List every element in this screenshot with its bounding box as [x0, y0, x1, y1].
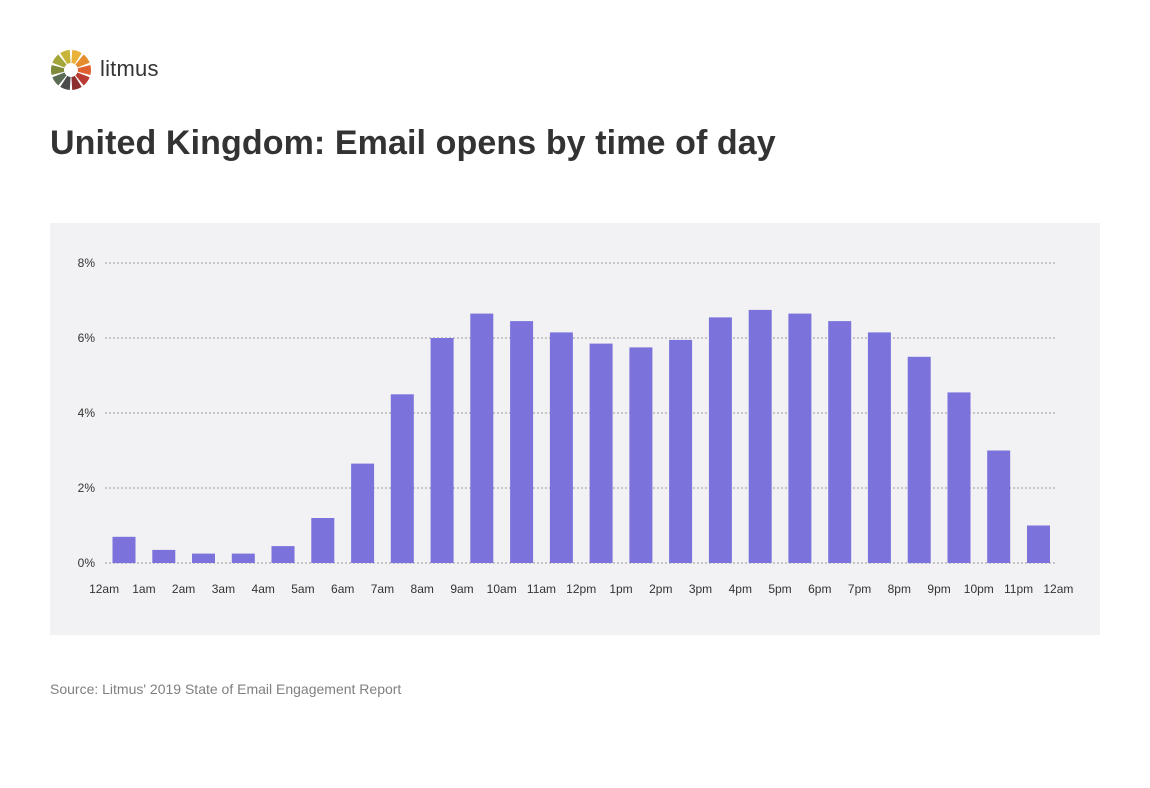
- page-title: United Kingdom: Email opens by time of d…: [50, 124, 776, 162]
- source-note: Source: Litmus' 2019 State of Email Enga…: [50, 681, 402, 697]
- logo-segment: [75, 72, 90, 86]
- logo-segment: [60, 75, 71, 90]
- y-tick-label: 6%: [78, 331, 96, 345]
- x-tick-label: 7am: [371, 582, 394, 596]
- logo-segment: [60, 50, 71, 65]
- bar-11pm: [1027, 525, 1050, 563]
- x-tick-label: 3am: [212, 582, 235, 596]
- bar-2am: [192, 553, 215, 563]
- bar-8am: [430, 338, 454, 563]
- y-tick-label: 0%: [78, 556, 96, 570]
- x-tick-label: 9am: [450, 582, 473, 596]
- litmus-logo: litmus: [50, 49, 190, 91]
- bar-9am: [470, 313, 494, 563]
- x-tick-label: 8pm: [888, 582, 911, 596]
- x-tick-label: 5pm: [768, 582, 791, 596]
- x-tick-label: 2am: [172, 582, 195, 596]
- logo-segment: [71, 50, 82, 65]
- x-tick-label: 2pm: [649, 582, 672, 596]
- chart-panel: 0% 2% 4% 6% 8% 12am 1am 2am 3am 4am 5am 6am 7am 8am 9a…: [50, 223, 1100, 635]
- x-tick-label: 3pm: [689, 582, 712, 596]
- x-tick-label: 10pm: [964, 582, 994, 596]
- x-tick-label: 12am: [89, 582, 119, 596]
- x-tick-label: 1pm: [609, 582, 632, 596]
- bar-10am: [510, 321, 534, 563]
- logo-segment: [52, 72, 67, 86]
- bar-12am: [112, 536, 136, 564]
- bar-2pm: [669, 339, 693, 563]
- bar-7pm: [867, 332, 891, 563]
- bar-7am: [390, 394, 414, 564]
- bar-3am: [231, 553, 255, 563]
- x-tick-label: 1am: [132, 582, 155, 596]
- bar-11am: [549, 332, 573, 563]
- logo-segment: [75, 54, 90, 68]
- bar-4am: [271, 546, 295, 563]
- bar-6am: [351, 463, 375, 563]
- x-tick-label: 5am: [291, 582, 314, 596]
- bar-10pm: [987, 450, 1011, 563]
- x-tick-label: 4am: [252, 582, 275, 596]
- x-tick-label: 4pm: [729, 582, 752, 596]
- x-tick-label: 11am: [527, 582, 556, 596]
- x-tick-label: 10am: [487, 582, 517, 596]
- bar-5pm: [788, 313, 812, 563]
- bar-6pm: [828, 321, 852, 563]
- bar-12pm: [589, 343, 613, 563]
- bar-1pm: [629, 347, 653, 563]
- brand-name: litmus: [100, 56, 159, 81]
- y-tick-label: 4%: [78, 406, 96, 420]
- logo-segment: [52, 54, 67, 68]
- x-tick-label: 12pm: [566, 582, 596, 596]
- bar-8pm: [907, 356, 931, 564]
- x-tick-label: 9pm: [927, 582, 950, 596]
- bar-4pm: [748, 309, 772, 563]
- x-tick-label: 12am: [1043, 582, 1073, 596]
- x-tick-label: 7pm: [848, 582, 871, 596]
- logo-segment: [50, 64, 65, 76]
- x-tick-label: 8am: [411, 582, 434, 596]
- logo-segment: [77, 64, 92, 76]
- bar-9pm: [947, 392, 971, 563]
- y-tick-label: 2%: [78, 481, 96, 495]
- bar-1am: [152, 549, 176, 563]
- bar-chart: 0% 2% 4% 6% 8% 12am 1am 2am 3am 4am 5am 6am 7am 8am 9a…: [78, 256, 1074, 596]
- bar-5am: [311, 518, 335, 563]
- x-tick-label: 6pm: [808, 582, 831, 596]
- litmus-logo-icon: [50, 50, 92, 90]
- x-tick-label: 6am: [331, 582, 354, 596]
- y-tick-label: 8%: [78, 256, 96, 270]
- x-tick-label: 11pm: [1004, 582, 1033, 596]
- logo-segment: [71, 75, 82, 90]
- bar-3pm: [708, 317, 732, 563]
